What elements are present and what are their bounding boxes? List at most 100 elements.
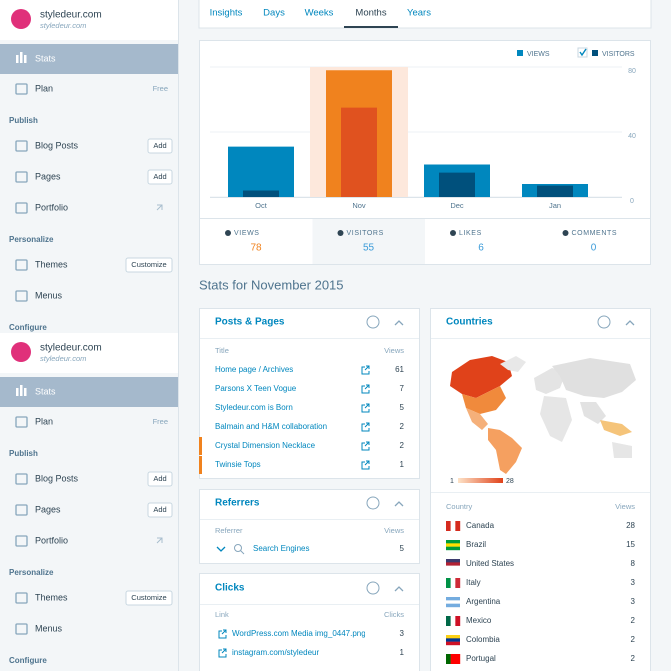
post-title[interactable]: Styledeur.com is Born — [215, 403, 293, 412]
tab[interactable]: Days — [263, 8, 285, 19]
bar[interactable] — [439, 172, 475, 197]
collapse-icon[interactable] — [394, 501, 404, 507]
button[interactable] — [147, 138, 173, 154]
x-tick-label: Dec — [450, 201, 464, 210]
flag — [446, 562, 460, 566]
country-name: Brazil — [466, 540, 486, 549]
flag — [455, 654, 461, 664]
collapse-icon[interactable] — [625, 320, 635, 326]
referrers-card — [199, 489, 420, 564]
tab[interactable]: Insights — [210, 8, 243, 19]
post-title[interactable]: Home page / Archives — [215, 365, 293, 374]
post-views: 2 — [400, 422, 405, 431]
x-tick-label: Nov — [352, 201, 366, 210]
button[interactable] — [125, 257, 173, 273]
tab[interactable]: Weeks — [305, 8, 334, 19]
post-title[interactable]: Twinsie Tops — [215, 460, 261, 469]
click-link[interactable]: WordPress.com Media img_0447.png — [232, 629, 366, 638]
button[interactable] — [147, 169, 173, 185]
nav-item: Plan — [35, 416, 53, 426]
menu-icon — [15, 473, 28, 485]
site-name: styledeur.com — [40, 10, 102, 21]
nav-item: Stats — [35, 386, 56, 396]
legend-swatch — [517, 50, 523, 56]
info-icon[interactable] — [366, 496, 380, 510]
button[interactable] — [147, 471, 173, 487]
click-link[interactable]: instagram.com/styledeur — [232, 648, 319, 657]
collapse-icon[interactable] — [394, 586, 404, 592]
y-tick-label: 0 — [630, 198, 634, 205]
nav-item: Pages — [35, 504, 61, 514]
flag — [446, 543, 460, 547]
bar[interactable] — [537, 185, 573, 197]
menu-icon — [15, 290, 28, 302]
bar[interactable] — [243, 190, 279, 198]
nav-selected[interactable] — [0, 44, 178, 74]
collapse-icon[interactable] — [394, 320, 404, 326]
column-label: Title — [215, 346, 229, 355]
flag — [450, 578, 456, 588]
summary-value: 0 — [591, 243, 597, 254]
column-label: Country — [446, 502, 473, 511]
bar[interactable] — [228, 146, 294, 197]
menu-icon — [15, 259, 28, 271]
nav-item: Menus — [35, 290, 63, 300]
bar[interactable] — [341, 107, 377, 197]
legend-max: 28 — [506, 478, 514, 485]
menu-icon — [15, 592, 28, 604]
post-title[interactable]: Crystal Dimension Necklace — [215, 441, 316, 450]
button-label: Add — [153, 141, 166, 150]
tab[interactable]: Months — [355, 8, 386, 19]
info-icon[interactable] — [597, 315, 611, 329]
link-icon — [218, 648, 227, 658]
button-label: Add — [153, 474, 166, 483]
summary-icon — [450, 230, 456, 236]
nav-selected[interactable] — [0, 377, 178, 407]
checkmark — [579, 48, 587, 57]
nav-heading: Publish — [9, 116, 38, 125]
nav-heading: Personalize — [9, 568, 54, 577]
button[interactable] — [147, 502, 173, 518]
post-views: 61 — [395, 365, 404, 374]
tab-underline — [344, 26, 398, 28]
nav-item: Plan — [35, 83, 53, 93]
link-icon — [361, 460, 370, 470]
y-tick-label: 80 — [628, 68, 636, 75]
legend-checkbox[interactable] — [577, 47, 588, 58]
posts-card — [199, 308, 420, 479]
x-tick-label: Oct — [255, 201, 268, 210]
clicks-card — [199, 573, 420, 671]
flag — [446, 641, 460, 646]
tab[interactable]: Years — [407, 8, 431, 19]
nav-item: Themes — [35, 259, 68, 269]
card-title: Clicks — [215, 583, 245, 594]
menu-icon — [15, 623, 28, 635]
button[interactable] — [125, 590, 173, 606]
card-title: Countries — [446, 317, 493, 328]
country-name: Mexico — [466, 616, 492, 625]
legend-label: VIEWS — [527, 51, 550, 58]
site-url: styledeur.com — [40, 21, 86, 30]
referrer-views: 5 — [400, 544, 405, 553]
info-icon[interactable] — [366, 581, 380, 595]
post-title[interactable]: Balmain and H&M collaboration — [215, 422, 327, 431]
nav-item: Themes — [35, 592, 68, 602]
click-count: 3 — [400, 629, 405, 638]
flag — [455, 578, 461, 588]
nav-item: Blog Posts — [35, 140, 79, 150]
flag — [446, 559, 460, 563]
post-title[interactable]: Parsons X Teen Vogue — [215, 384, 297, 393]
site-name: styledeur.com — [40, 343, 102, 354]
nav-item: Stats — [35, 53, 56, 63]
stats-icon — [16, 388, 19, 396]
menu-icon — [15, 535, 28, 547]
menu-icon — [15, 171, 28, 183]
summary-label: COMMENTS — [572, 230, 618, 237]
button-label: Customize — [131, 260, 166, 269]
post-views: 7 — [400, 384, 405, 393]
info-icon[interactable] — [366, 315, 380, 329]
menu-icon — [15, 202, 28, 214]
referrer-name[interactable]: Search Engines — [253, 544, 309, 553]
stats-icon — [24, 388, 27, 396]
